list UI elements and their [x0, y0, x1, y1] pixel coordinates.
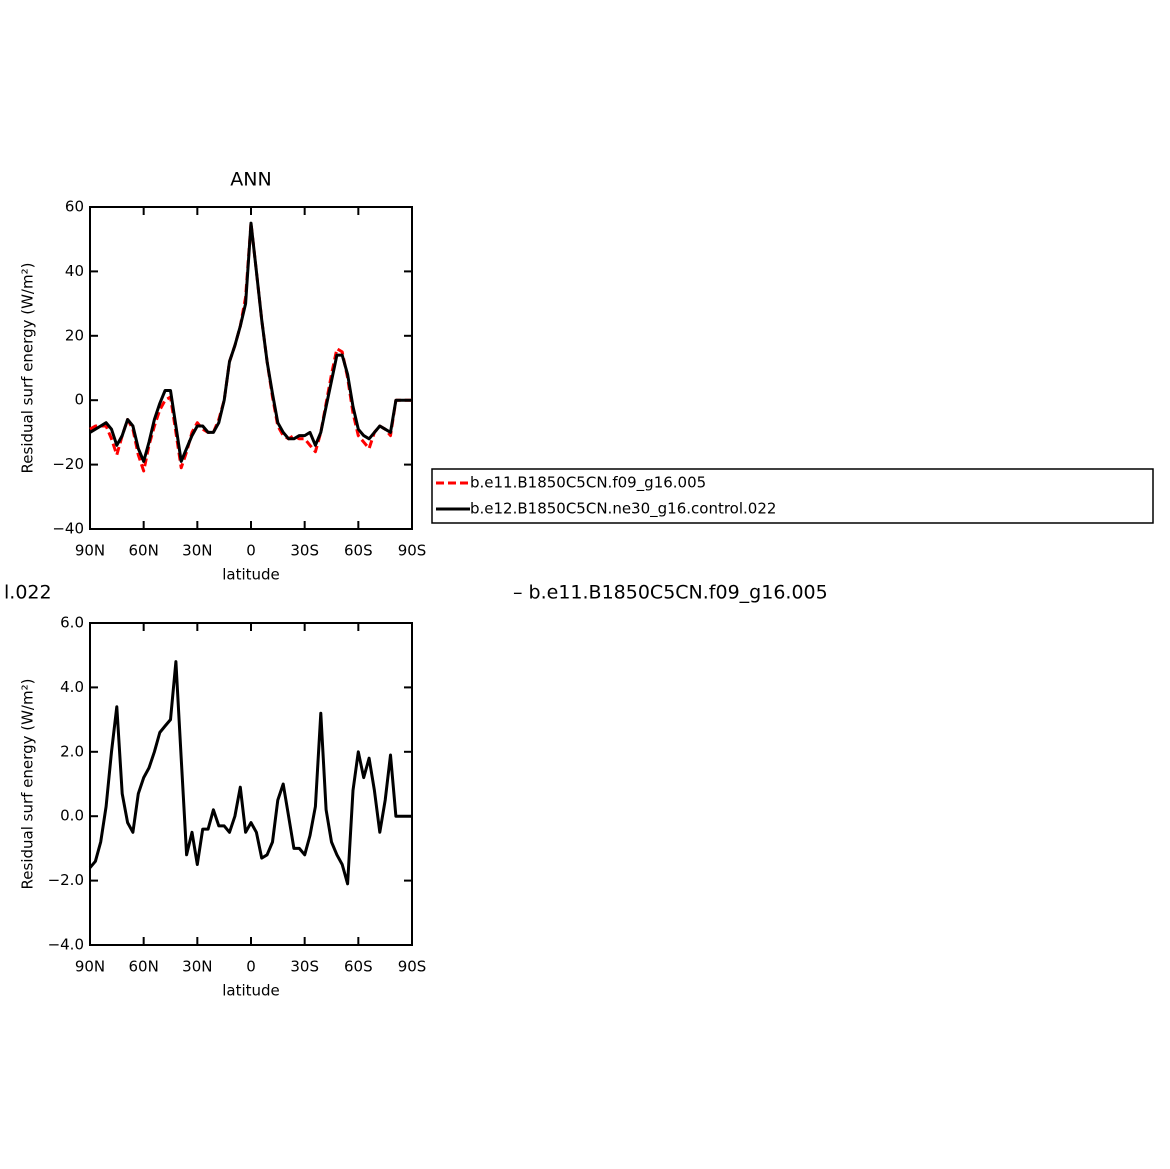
x-axis-label: latitude: [222, 566, 280, 584]
legend-label: b.e12.B1850C5CN.ne30_g16.control.022: [470, 500, 776, 519]
y-tick-label: 20: [65, 326, 84, 344]
x-tick-label: 0: [246, 542, 256, 560]
data-line: [89, 221, 412, 463]
y-axis-label: Residual surf energy (W/m²): [19, 263, 37, 474]
x-tick-label: 30S: [290, 958, 319, 976]
y-tick-label: 6.0: [60, 614, 84, 632]
legend-label: b.e11.B1850C5CN.f09_g16.005: [470, 474, 706, 493]
y-tick-label: 4.0: [60, 678, 84, 696]
plot-frame: [89, 622, 413, 946]
y-tick-label: 60: [65, 198, 84, 216]
y-tick-label: −2.0: [48, 871, 84, 889]
x-tick-label: 30N: [182, 958, 212, 976]
y-tick-label: 0: [74, 391, 84, 409]
x-axis-label: latitude: [222, 982, 280, 1000]
annotation: l.022: [4, 582, 52, 604]
y-tick-label: −4.0: [48, 936, 84, 954]
data-line: [89, 221, 412, 473]
y-tick-label: −40: [52, 520, 84, 538]
x-tick-label: 60N: [129, 542, 159, 560]
x-tick-label: 90S: [398, 958, 427, 976]
y-tick-label: 2.0: [60, 742, 84, 760]
y-axis-label: Residual surf energy (W/m²): [19, 679, 37, 890]
x-tick-label: 30S: [290, 542, 319, 560]
x-tick-label: 90N: [75, 542, 105, 560]
chart-title: ANN: [230, 169, 271, 191]
legend-box: [431, 468, 1154, 524]
x-tick-label: 60S: [344, 958, 373, 976]
x-tick-label: 0: [246, 958, 256, 976]
y-tick-label: 0.0: [60, 807, 84, 825]
data-line: [88, 660, 412, 886]
y-tick-label: 40: [65, 262, 84, 280]
plot-frame: [89, 206, 413, 530]
x-tick-label: 90S: [398, 542, 427, 560]
x-tick-label: 30N: [182, 542, 212, 560]
annotation: – b.e11.B1850C5CN.f09_g16.005: [513, 582, 828, 604]
x-tick-label: 60N: [129, 958, 159, 976]
x-tick-label: 60S: [344, 542, 373, 560]
x-tick-label: 90N: [75, 958, 105, 976]
y-tick-label: −20: [52, 455, 84, 473]
